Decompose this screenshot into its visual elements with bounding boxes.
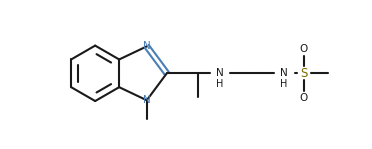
Text: N: N [143, 95, 151, 105]
Text: N: N [280, 68, 288, 78]
Text: S: S [300, 67, 308, 80]
Text: H: H [216, 79, 224, 89]
Text: H: H [280, 79, 288, 89]
Text: N: N [216, 68, 224, 78]
Text: N: N [143, 41, 151, 51]
Text: O: O [300, 93, 308, 103]
Text: O: O [300, 44, 308, 54]
